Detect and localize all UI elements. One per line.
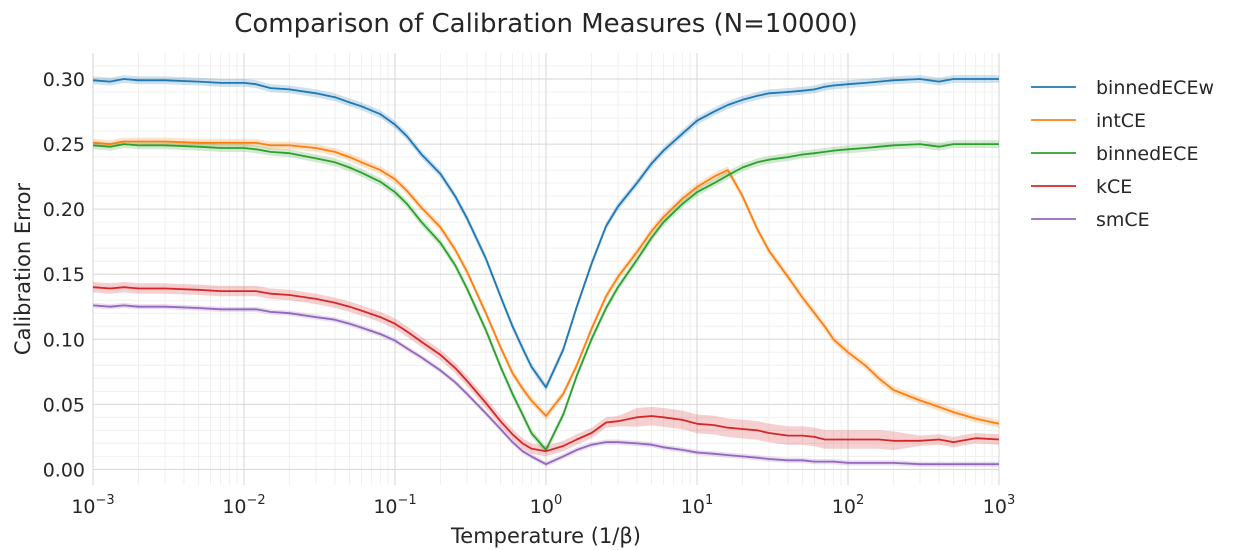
line-intCE bbox=[92, 140, 1000, 425]
y-tick-label: 0.00 bbox=[43, 459, 85, 481]
series-lines bbox=[92, 78, 1000, 466]
line-binnedECE bbox=[92, 143, 999, 451]
confidence-bands bbox=[93, 75, 999, 467]
legend-label-intCE: intCE bbox=[1096, 110, 1146, 132]
band-kCE bbox=[93, 282, 999, 457]
legend-label-binnedECEw: binnedECEw bbox=[1096, 77, 1214, 99]
tick-labels: 0.00 0.05 0.10 0.15 0.20 0.25 0.30 10−3 10−2 10−1… bbox=[43, 69, 1016, 518]
y-tick-label: 0.05 bbox=[43, 394, 85, 416]
x-tick-label: 10−3 bbox=[71, 493, 114, 518]
legend-label-binnedECE: binnedECE bbox=[1096, 143, 1198, 165]
legend-label-smCE: smCE bbox=[1096, 209, 1150, 231]
x-tick-label: 101 bbox=[681, 493, 713, 518]
y-tick-label: 0.25 bbox=[43, 134, 85, 156]
y-tick-label: 0.20 bbox=[43, 199, 85, 221]
x-tick-label: 10−1 bbox=[373, 493, 416, 518]
legend-label-kCE: kCE bbox=[1096, 176, 1132, 198]
line-kCE bbox=[92, 286, 1000, 453]
y-axis-label: Calibration Error bbox=[11, 183, 35, 355]
x-tick-label: 10−2 bbox=[222, 493, 265, 518]
x-tick-label: 102 bbox=[832, 493, 864, 518]
x-tick-label: 100 bbox=[530, 493, 562, 518]
chart-title: Comparison of Calibration Measures (N=10… bbox=[234, 9, 858, 39]
y-tick-label: 0.30 bbox=[43, 69, 85, 91]
y-tick-label: 0.10 bbox=[43, 329, 85, 351]
legend: binnedECEw intCE binnedECE kCE smCE bbox=[1031, 77, 1214, 231]
band-intCE bbox=[93, 137, 999, 428]
x-tick-label: 103 bbox=[983, 493, 1015, 518]
line-binnedECEw bbox=[92, 78, 999, 389]
grid bbox=[92, 53, 1000, 485]
y-tick-label: 0.15 bbox=[43, 264, 85, 286]
line-smCE bbox=[92, 304, 999, 466]
x-axis-label: Temperature (1/β) bbox=[450, 524, 641, 548]
